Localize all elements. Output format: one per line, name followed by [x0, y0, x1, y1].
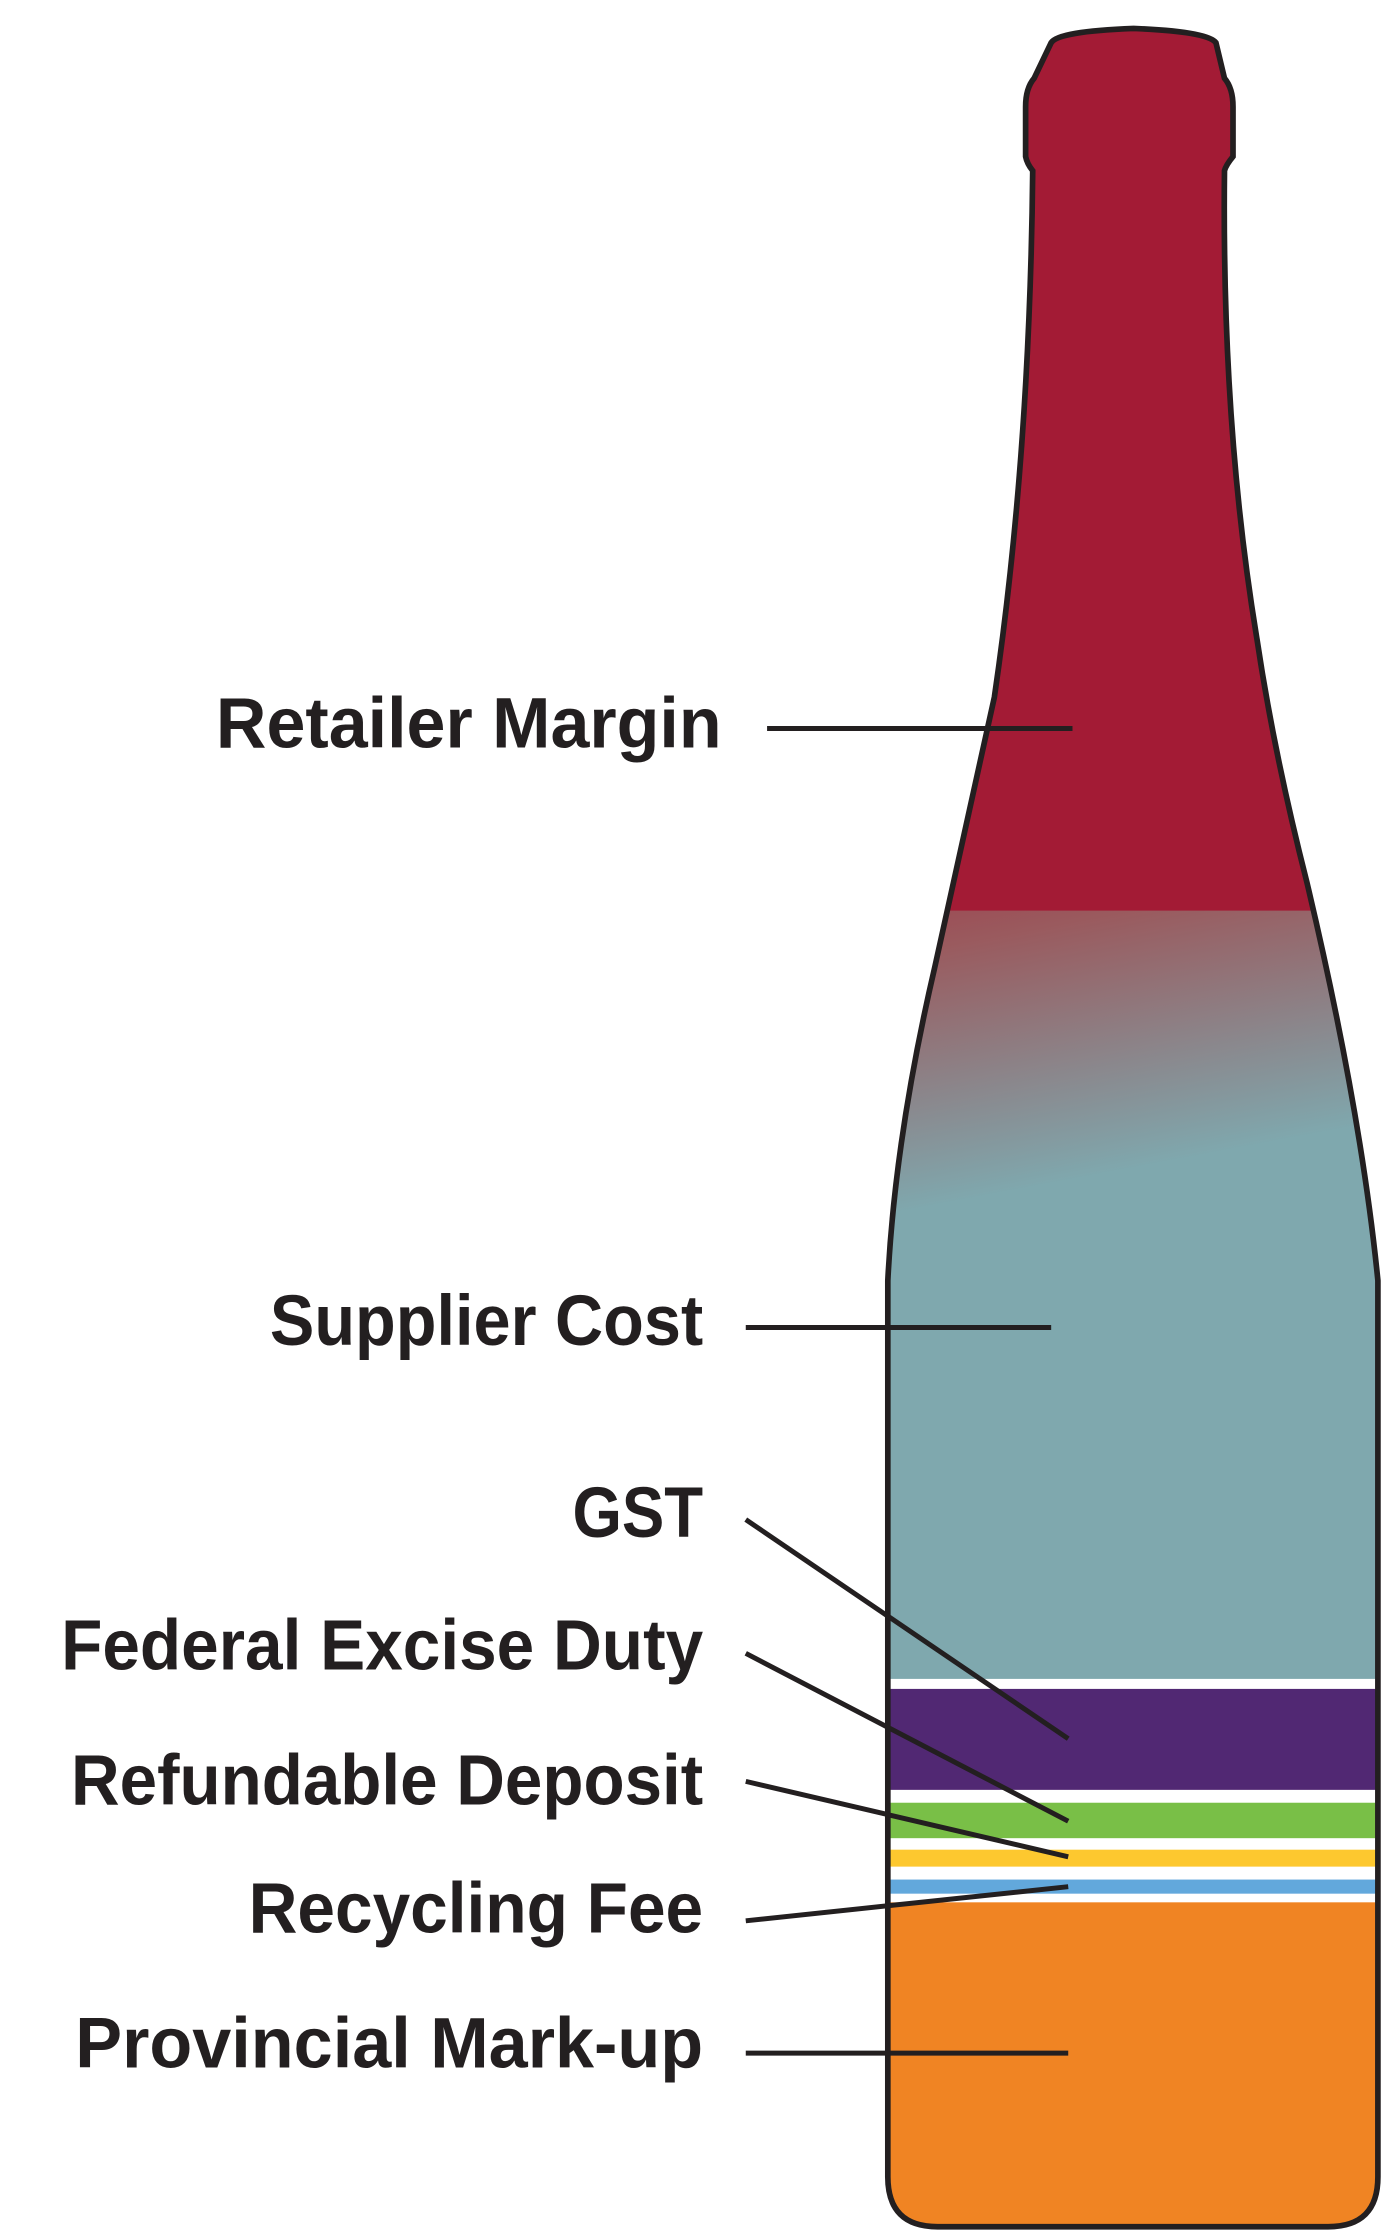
separator [852, 1679, 1385, 1689]
bottle-layers [852, 0, 1385, 2231]
label: Retailer Margin [216, 684, 722, 763]
separator [852, 1790, 1385, 1803]
deposit-layer [852, 1850, 1385, 1867]
bottle-diagram: Retailer Margin Supplier Cost GST Federa… [0, 0, 1385, 2231]
label: GST [572, 1474, 703, 1553]
label: Refundable Deposit [71, 1741, 703, 1820]
page: {"labels": ["Retailer Margin", "Supplier… [0, 0, 1385, 2231]
separator [852, 1838, 1385, 1849]
label: Recycling Fee [249, 1869, 704, 1948]
label: Federal Excise Duty [61, 1606, 704, 1685]
markup-layer [852, 1902, 1385, 2231]
excise-layer [852, 1803, 1385, 1839]
recycling-layer [852, 1880, 1385, 1894]
separator [852, 1867, 1385, 1880]
label: Supplier Cost [270, 1282, 703, 1361]
supplier-cost-layer [852, 1373, 1385, 1679]
retailer-margin-layer [852, 0, 1385, 925]
gst-layer [852, 1689, 1385, 1790]
label: Provincial Mark-up [75, 2005, 703, 2084]
